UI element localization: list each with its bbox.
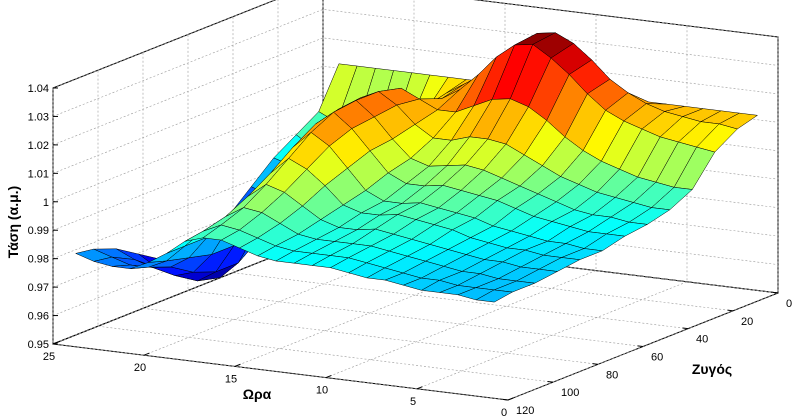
y-axis-label: Ζυγός <box>692 361 732 377</box>
z-axis-label: Τάση (α.μ.) <box>5 186 21 258</box>
grid-line-bus <box>277 0 734 312</box>
axis-ticks: 0.95 0.96 0.97 0.98 0.99 1 1.01 1.02 1.03 1.04 25 2… <box>28 83 793 417</box>
surface-patch <box>475 289 513 303</box>
x-tick-label: 5 <box>410 396 416 408</box>
z-tick-label: 1.03 <box>28 111 49 123</box>
grid-line-bus <box>232 16 689 329</box>
y-tick-mark <box>547 380 554 383</box>
x-axis-label: Ωρα <box>243 386 272 402</box>
grid-line-z <box>52 0 779 89</box>
grid-line-bus <box>322 0 779 294</box>
z-tick-label: 0.97 <box>28 282 49 294</box>
y-tick-mark <box>727 309 734 312</box>
x-tick-mark <box>507 397 514 401</box>
z-tick-label: 1 <box>43 197 49 209</box>
x-tick-mark <box>52 341 59 345</box>
x-tick-label: 0 <box>501 407 507 417</box>
grid-line-bus <box>187 34 644 347</box>
x-tick-mark <box>143 352 150 356</box>
y-tick-label: 120 <box>516 405 534 417</box>
y-tick-mark <box>682 327 689 330</box>
z-tick-label: 1.01 <box>28 168 49 180</box>
x-tick-label: 15 <box>225 373 237 385</box>
grid-line-bus <box>142 52 599 365</box>
x-tick-label: 20 <box>134 362 146 374</box>
y-tick-label: 100 <box>561 387 579 399</box>
voltage-surface <box>75 32 758 303</box>
z-tick-label: 0.98 <box>28 254 49 266</box>
grid-line-bus <box>97 70 554 383</box>
z-tick-label: 1.02 <box>28 140 49 152</box>
y-tick-mark <box>502 398 509 401</box>
y-tick-label: 80 <box>606 369 618 381</box>
x-tick-mark <box>234 363 241 367</box>
z-tick-label: 0.95 <box>28 339 49 351</box>
x-tick-label: 25 <box>43 351 55 363</box>
y-tick-mark <box>592 363 599 365</box>
z-tick-label: 0.99 <box>28 225 49 237</box>
grid-line-z <box>52 208 779 316</box>
y-tick-mark <box>637 345 644 347</box>
x-tick-mark <box>325 374 332 379</box>
y-tick-label: 0 <box>786 298 792 310</box>
y-tick-label: 40 <box>696 334 708 346</box>
z-tick-label: 1.04 <box>28 83 49 95</box>
x-tick-mark <box>416 386 423 390</box>
y-tick-label: 60 <box>651 352 663 364</box>
z-tick-label: 0.96 <box>28 311 49 323</box>
y-tick-label: 20 <box>741 316 753 328</box>
x-tick-label: 10 <box>316 385 328 397</box>
y-tick-mark <box>772 291 779 294</box>
